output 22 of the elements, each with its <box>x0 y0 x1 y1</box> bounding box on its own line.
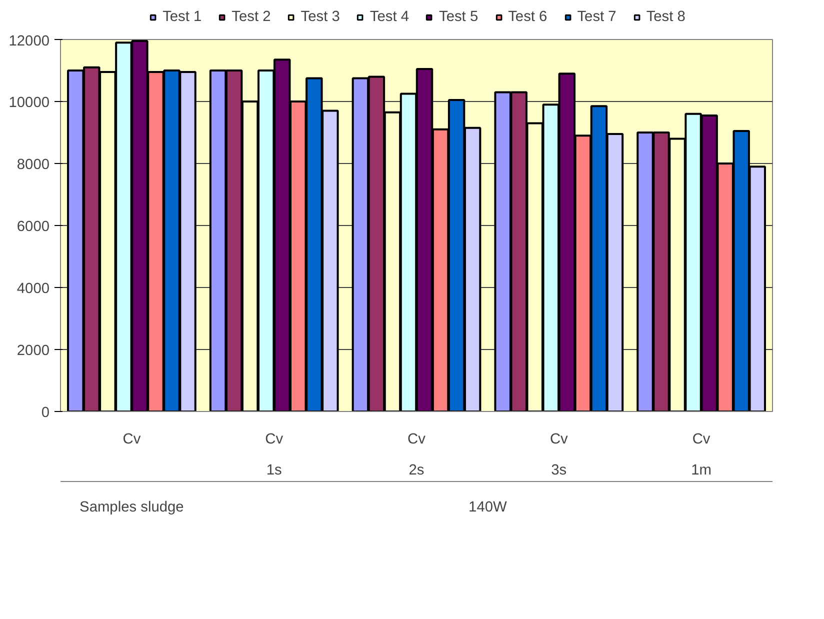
category-label: Cv 1s <box>265 432 284 478</box>
legend-label: Test 2 <box>232 9 271 25</box>
y-tick-label: 4000 <box>16 281 50 297</box>
legend-label: Test 6 <box>508 9 548 25</box>
legend-label: Test 7 <box>577 9 616 25</box>
text: Samples sludge <box>80 500 184 516</box>
category-label: Cv 2s <box>408 432 426 478</box>
y-tick-label: 0 <box>41 405 50 421</box>
y-tick-label: 12000 <box>8 34 50 50</box>
category-label: Cv 3s <box>550 432 568 478</box>
legend-label: Test 8 <box>646 9 686 25</box>
legend-label: Test 5 <box>439 9 478 25</box>
x-tick-label: Cv <box>122 432 142 448</box>
legend-label: Test 1 <box>162 9 202 25</box>
y-tick-label: 8000 <box>16 157 50 173</box>
legend-label: Test 4 <box>370 9 409 25</box>
category-label: Cv 1m <box>691 432 712 478</box>
y-tick-label: 10000 <box>8 95 50 111</box>
y-tick-label: 2000 <box>16 343 50 359</box>
y-tick-label: 6000 <box>16 219 50 235</box>
text: 140W <box>468 500 508 516</box>
legend-label: Test 3 <box>300 9 340 25</box>
